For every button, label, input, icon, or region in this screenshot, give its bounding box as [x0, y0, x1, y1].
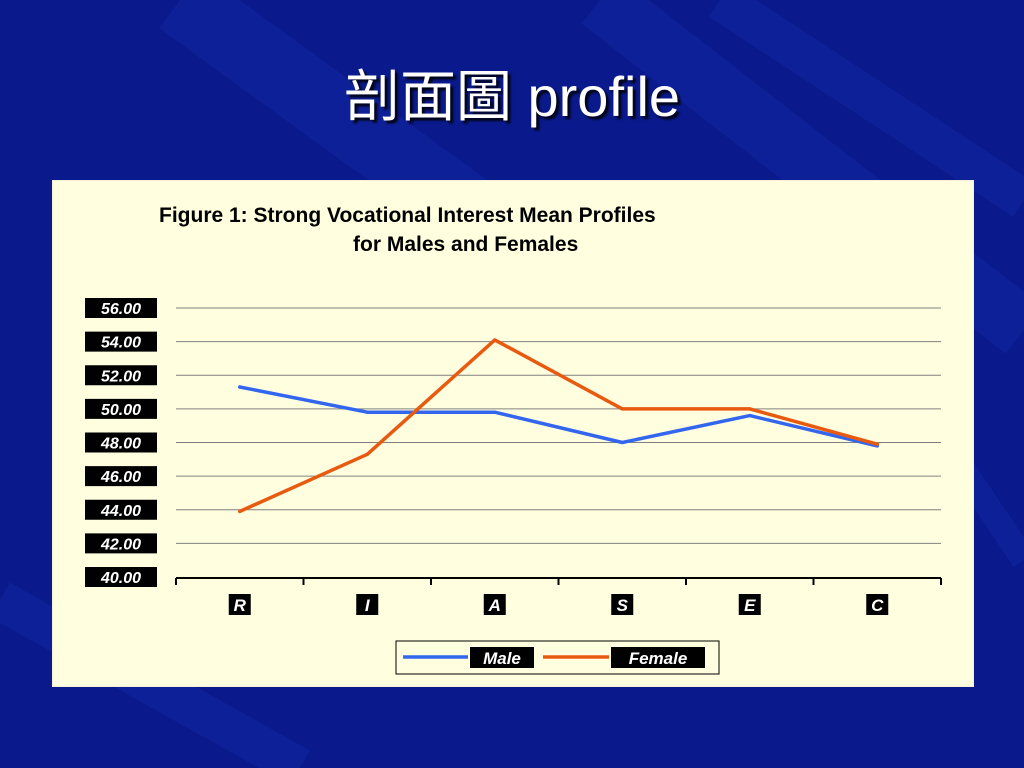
x-tick-label-box — [483, 594, 506, 615]
chart-title-line-1: Figure 1: Strong Vocational Interest Mea… — [159, 204, 656, 227]
y-tick-label: 56.00 — [101, 301, 141, 318]
series-line-male — [238, 385, 880, 448]
data-point-male — [238, 385, 242, 389]
y-tick-label: 54.00 — [101, 335, 141, 352]
y-tick-label-box — [85, 331, 157, 352]
y-tick-label: 46.00 — [100, 469, 141, 486]
x-tick-label: I — [365, 596, 371, 615]
y-tick-label: 48.00 — [100, 436, 141, 453]
legend-label-box — [611, 647, 705, 668]
data-point-female — [875, 442, 879, 446]
data-point-male — [493, 410, 497, 414]
y-axis-ticks: 40.00 42.00 44.00 46.00 48.00 50.00 52.00 54.00… — [85, 298, 157, 587]
data-point-male — [620, 440, 624, 445]
data-point-female — [365, 452, 369, 456]
y-tick-label: 52.00 — [101, 368, 141, 385]
x-tick-label-box — [228, 594, 251, 615]
data-point-male — [365, 410, 369, 414]
legend-label-female: Female — [629, 649, 688, 668]
series-layer — [238, 338, 880, 514]
y-tick-label-box — [85, 432, 157, 453]
legend-label-box — [470, 647, 534, 668]
x-tick-label: E — [744, 596, 756, 615]
x-tick-label: S — [617, 596, 629, 615]
legend-label-male: Male — [483, 649, 521, 668]
y-tick-label-box — [85, 298, 157, 318]
x-tick-label-box — [356, 594, 379, 615]
y-tick-label: 50.00 — [101, 402, 141, 419]
series-line-female — [238, 338, 880, 514]
legend: Male Female — [395, 640, 720, 675]
y-tick-label-box — [85, 365, 157, 386]
y-tick-label: 44.00 — [100, 503, 141, 520]
line-chart: Figure 1: Strong Vocational Interest Mea… — [53, 181, 973, 686]
chart-title-line-2: for Males and Females — [353, 233, 578, 256]
data-point-female — [748, 407, 752, 411]
y-tick-label: 42.00 — [100, 536, 141, 553]
data-point-female — [238, 509, 242, 514]
x-tick-label: A — [488, 596, 501, 615]
background-streak — [709, 0, 1024, 217]
x-tick-label-box — [738, 594, 761, 615]
x-tick-label-box — [866, 594, 889, 615]
data-point-male — [748, 414, 752, 418]
chart-panel: Figure 1: Strong Vocational Interest Mea… — [52, 180, 974, 687]
y-tick-label-box — [85, 398, 157, 419]
x-tick-label-box — [611, 594, 634, 615]
slide-title: 剖面圖 profile — [343, 65, 681, 128]
x-tick-label: R — [234, 596, 247, 615]
data-point-female — [493, 338, 497, 342]
data-point-female — [620, 407, 624, 411]
x-tick-label: C — [871, 596, 884, 615]
y-tick-label-box — [85, 567, 157, 587]
y-tick-label-box — [85, 533, 157, 554]
y-tick-label-box — [85, 466, 157, 487]
y-tick-label: 40.00 — [100, 570, 141, 587]
y-tick-label-box — [85, 499, 157, 520]
